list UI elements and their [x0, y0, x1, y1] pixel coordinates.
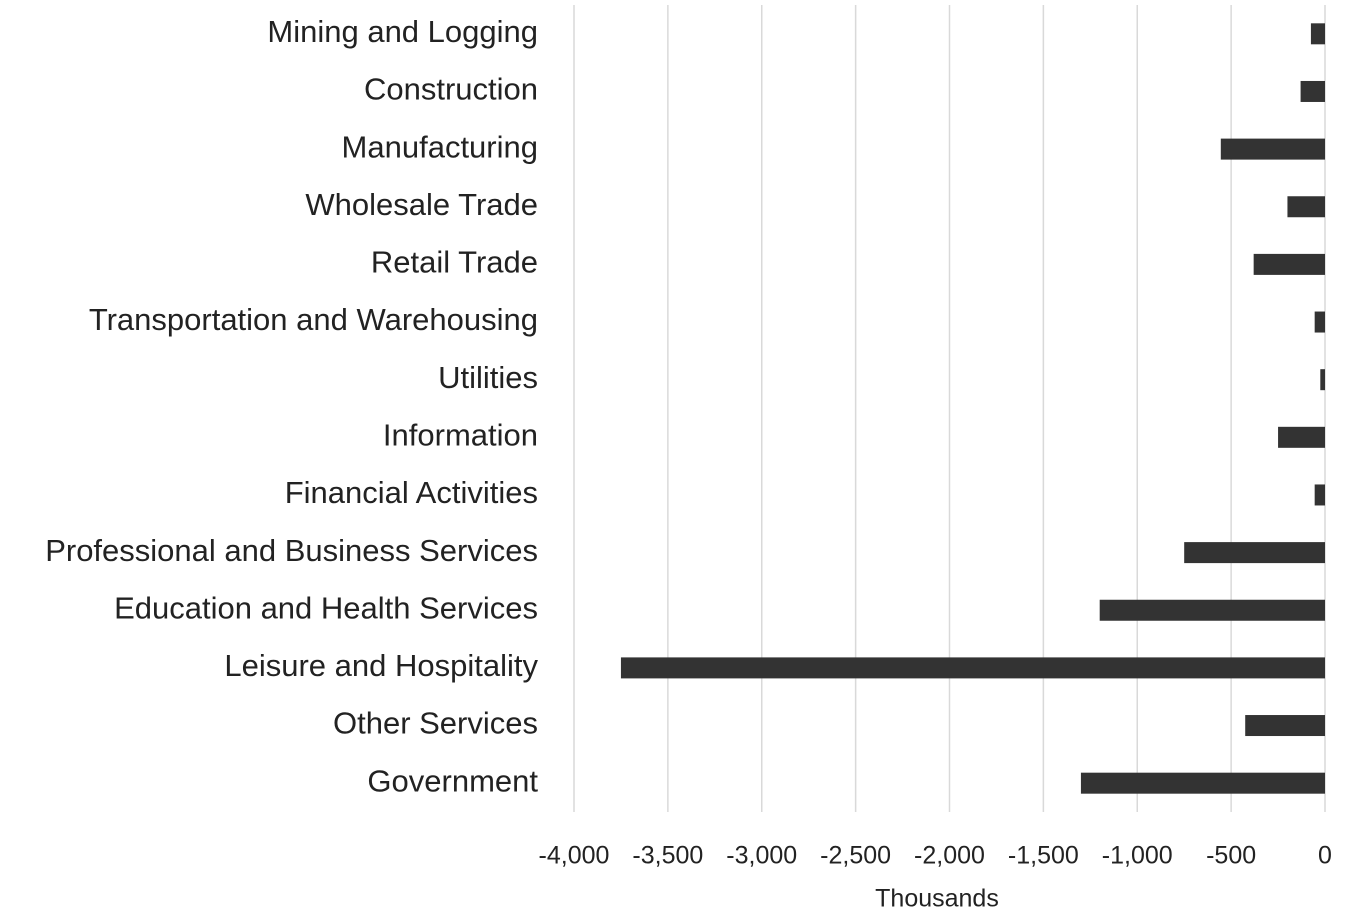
y-tick-label: Wholesale Trade [305, 187, 538, 222]
x-tick-label: -500 [1206, 842, 1256, 870]
y-tick-label: Leisure and Hospitality [224, 648, 538, 683]
bar [1314, 311, 1325, 333]
bar [1253, 253, 1325, 275]
y-tick-label: Construction [364, 72, 538, 107]
y-tick-label: Professional and Business Services [45, 533, 538, 568]
bar [620, 657, 1325, 679]
y-tick-label: Information [383, 418, 538, 453]
x-tick-label: -1,500 [1008, 842, 1079, 870]
bar [1310, 23, 1325, 45]
y-tick-label: Retail Trade [371, 245, 538, 280]
y-tick-label: Education and Health Services [114, 590, 538, 625]
y-tick-label: Transportation and Warehousing [89, 302, 538, 337]
y-tick-label: Financial Activities [285, 475, 538, 510]
bar [1300, 80, 1325, 102]
bar [1184, 542, 1325, 564]
x-tick-label: -3,500 [632, 842, 703, 870]
y-tick-label: Utilities [438, 360, 538, 395]
bar [1099, 599, 1325, 621]
bar [1278, 426, 1325, 448]
x-tick-label: -2,000 [914, 842, 985, 870]
y-tick-label: Mining and Logging [267, 14, 538, 49]
y-tick-label: Other Services [333, 706, 538, 741]
x-tick-label: -1,000 [1102, 842, 1173, 870]
y-tick-label: Manufacturing [342, 129, 538, 164]
x-tick-label: 0 [1318, 842, 1332, 870]
bar [1320, 369, 1325, 391]
bar [1287, 196, 1325, 218]
x-axis-label: Thousands [875, 885, 999, 913]
bar [1314, 484, 1325, 506]
bar [1245, 715, 1325, 737]
x-tick-label: -3,000 [726, 842, 797, 870]
bar [1080, 772, 1325, 794]
x-tick-label: -2,500 [820, 842, 891, 870]
x-tick-label: -4,000 [539, 842, 610, 870]
bar [1220, 138, 1325, 160]
y-tick-label: Government [367, 763, 538, 798]
